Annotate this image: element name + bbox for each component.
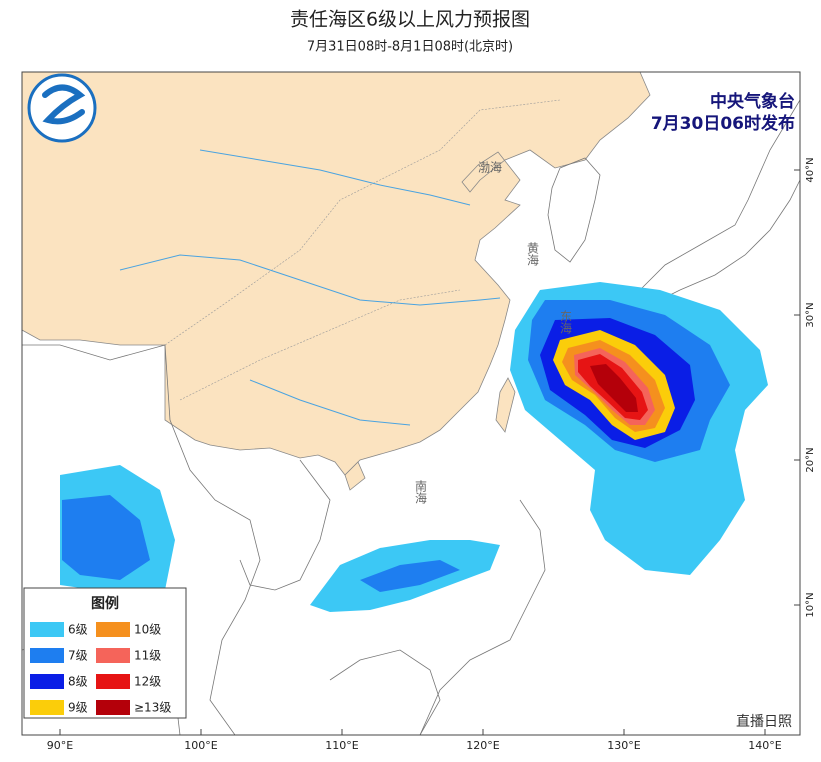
legend-swatch — [30, 700, 64, 715]
lon-label: 90°E — [47, 739, 73, 752]
legend-swatch — [96, 700, 130, 715]
lon-label: 100°E — [184, 739, 217, 752]
sea-name: 黄海 — [526, 242, 540, 266]
legend-label: ≥13级 — [134, 701, 171, 715]
river — [199, 149, 471, 206]
taiwan — [495, 377, 516, 433]
graticule-labels: 90°E 100°E 110°E 120°E 130°E 140°E 40°N 30°N 20°… — [47, 157, 816, 752]
lon-label: 110°E — [325, 739, 358, 752]
agency: 中央气象台 — [710, 91, 795, 112]
legend-swatch — [96, 648, 130, 663]
lon-label: 140°E — [748, 739, 781, 752]
borneo — [329, 649, 441, 735]
watermark: 直播日照 — [736, 713, 792, 730]
sea-name: 渤海 — [478, 160, 502, 175]
legend-title: 图例 — [91, 595, 119, 612]
map-frame — [21, 71, 801, 736]
province-border — [179, 289, 461, 401]
korea — [547, 157, 601, 263]
issue-time: 7月30日06时发布 — [651, 113, 795, 134]
vietnam-coast — [239, 459, 331, 591]
lat-label: 40°N — [805, 157, 816, 182]
legend-label: 10级 — [134, 623, 161, 637]
legend-swatch — [30, 648, 64, 663]
lon-label: 130°E — [607, 739, 640, 752]
legend-label: 7级 — [68, 649, 88, 663]
title: 责任海区6级以上风力预报图 — [290, 9, 530, 31]
legend-swatch — [96, 674, 130, 689]
legend-label: 9级 — [68, 701, 88, 715]
philippines — [419, 499, 546, 735]
legend-label: 11级 — [134, 649, 161, 663]
legend-swatch — [30, 622, 64, 637]
lat-label: 10°N — [805, 592, 816, 617]
legend-swatch — [96, 622, 130, 637]
wind-areas — [60, 282, 768, 612]
subtitle: 7月31日08时-8月1日08时(北京时) — [307, 40, 513, 55]
wind-area-13 — [590, 364, 638, 412]
legend-label: 12级 — [134, 675, 161, 689]
sea-name: 东海 — [559, 310, 573, 334]
sea-name: 南海 — [414, 479, 428, 504]
lat-label: 20°N — [805, 447, 816, 472]
legend-label: 8级 — [68, 675, 88, 689]
legend-label: 6级 — [68, 623, 88, 637]
lon-label: 120°E — [466, 739, 499, 752]
river — [249, 379, 411, 426]
wind-area-7 — [360, 560, 460, 592]
hainan — [344, 461, 366, 491]
lat-label: 30°N — [805, 302, 816, 327]
river — [119, 254, 501, 306]
logo — [27, 73, 97, 143]
china-land — [22, 72, 651, 476]
wind-area-7 — [62, 495, 150, 580]
legend-swatch — [30, 674, 64, 689]
